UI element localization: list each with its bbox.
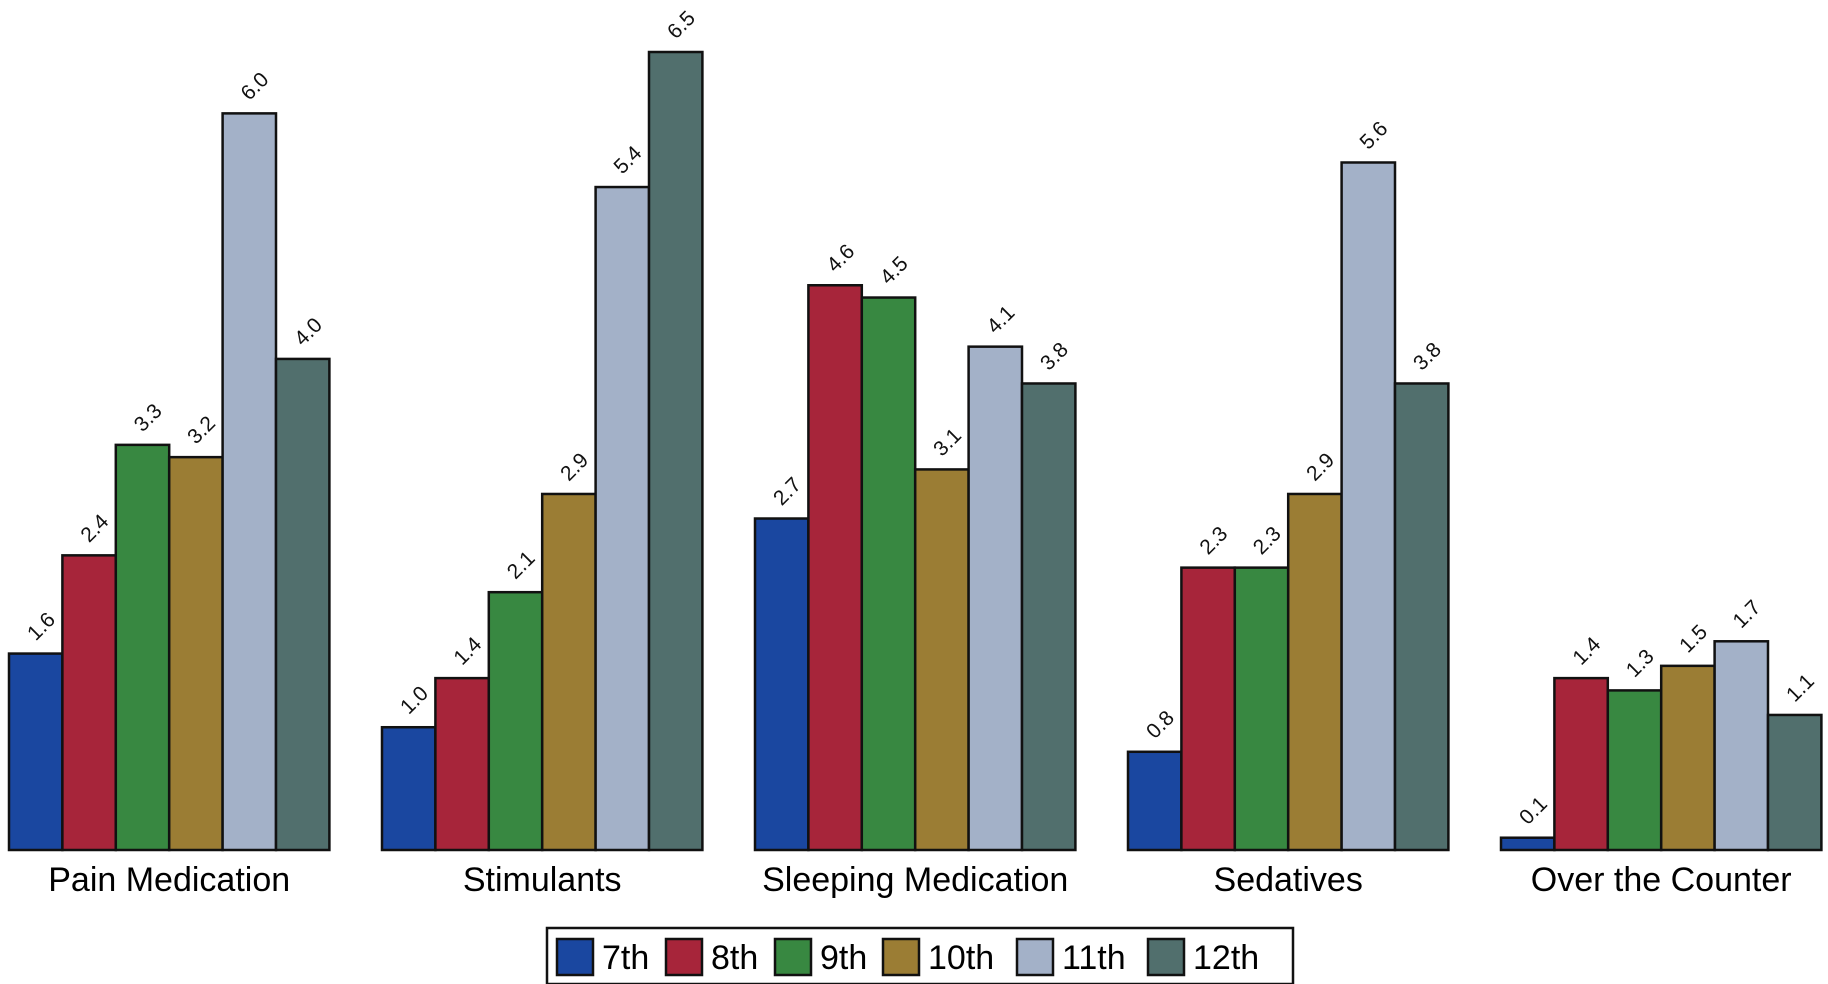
value-label-sleeping-medication-7th: 2.7 xyxy=(769,473,806,510)
legend-swatch-7th xyxy=(555,937,595,977)
value-label-over-the-counter-9th: 1.3 xyxy=(1622,645,1659,682)
value-label-pain-medication-10th: 3.2 xyxy=(183,412,220,449)
bar-stimulants-10th xyxy=(540,492,597,852)
bar-stimulants-9th xyxy=(487,590,544,852)
bar-stimulants-8th xyxy=(434,676,491,852)
legend: 7th 8th 9th 10th 11th 12th xyxy=(545,926,1295,984)
legend-swatch-10th xyxy=(881,937,921,977)
bar-sedatives-10th xyxy=(1286,492,1343,852)
legend-label-11th: 11th xyxy=(1062,939,1126,977)
bar-over-the-counter-12th xyxy=(1766,713,1823,852)
legend-label-8th: 8th xyxy=(711,939,758,977)
legend-swatch-11th xyxy=(1015,937,1055,977)
value-label-over-the-counter-12th: 1.1 xyxy=(1782,670,1819,707)
bar-pain-medication-11th xyxy=(221,112,278,852)
value-label-pain-medication-9th: 3.3 xyxy=(130,399,167,436)
bar-sleeping-medication-10th xyxy=(913,468,970,852)
bar-pain-medication-12th xyxy=(274,357,331,852)
bar-sleeping-medication-11th xyxy=(967,345,1024,852)
value-label-sedatives-10th: 2.9 xyxy=(1302,449,1339,486)
bar-stimulants-11th xyxy=(594,185,651,852)
value-label-sedatives-9th: 2.3 xyxy=(1249,522,1286,559)
category-labels-layer: Pain Medication Stimulants Sleeping Medica… xyxy=(48,861,1791,899)
value-label-pain-medication-12th: 4.0 xyxy=(290,314,327,351)
bar-pain-medication-10th xyxy=(167,455,224,852)
legend-swatch-8th xyxy=(664,937,704,977)
bar-sedatives-7th xyxy=(1126,750,1183,852)
bar-stimulants-12th xyxy=(647,50,704,852)
legend-label-9th: 9th xyxy=(820,939,867,977)
bar-sleeping-medication-12th xyxy=(1020,382,1077,852)
category-label-sleeping-medication: Sleeping Medication xyxy=(762,861,1068,899)
bar-sleeping-medication-8th xyxy=(807,284,864,852)
value-label-over-the-counter-8th: 1.4 xyxy=(1568,633,1605,670)
bar-over-the-counter-8th xyxy=(1553,676,1610,852)
value-label-stimulants-9th: 2.1 xyxy=(503,547,540,584)
category-label-stimulants: Stimulants xyxy=(463,861,622,899)
value-label-pain-medication-8th: 2.4 xyxy=(76,510,113,547)
bar-sedatives-9th xyxy=(1233,566,1290,852)
value-label-stimulants-11th: 5.4 xyxy=(610,141,647,178)
legend-label-10th: 10th xyxy=(928,939,994,977)
value-label-sedatives-8th: 2.3 xyxy=(1195,522,1232,559)
legend-label-7th: 7th xyxy=(602,939,649,977)
bar-over-the-counter-11th xyxy=(1713,640,1770,852)
bar-sleeping-medication-9th xyxy=(860,296,917,852)
value-label-sedatives-7th: 0.8 xyxy=(1142,706,1179,743)
value-label-pain-medication-11th: 6.0 xyxy=(237,68,274,105)
bar-sedatives-8th xyxy=(1180,566,1237,852)
legend-label-12th: 12th xyxy=(1193,939,1259,977)
category-label-pain-medication: Pain Medication xyxy=(48,861,290,899)
bars-layer xyxy=(7,50,1823,852)
bar-sedatives-11th xyxy=(1340,161,1397,852)
legend-swatch-9th xyxy=(773,937,813,977)
value-label-sedatives-12th: 3.8 xyxy=(1409,338,1446,375)
bar-pain-medication-9th xyxy=(114,443,171,852)
value-label-over-the-counter-7th: 0.1 xyxy=(1515,792,1552,829)
value-label-sleeping-medication-8th: 4.6 xyxy=(822,240,859,277)
bar-over-the-counter-10th xyxy=(1659,664,1716,852)
value-label-sleeping-medication-10th: 3.1 xyxy=(929,424,966,461)
bar-stimulants-7th xyxy=(380,725,437,852)
value-label-stimulants-12th: 6.5 xyxy=(663,7,700,44)
value-label-stimulants-7th: 1.0 xyxy=(396,682,433,719)
category-label-over-the-counter: Over the Counter xyxy=(1531,861,1792,899)
value-label-over-the-counter-11th: 1.7 xyxy=(1729,596,1766,633)
value-label-pain-medication-7th: 1.6 xyxy=(23,608,60,645)
value-label-over-the-counter-10th: 1.5 xyxy=(1675,620,1712,657)
bar-over-the-counter-7th xyxy=(1499,836,1556,852)
legend-swatch-12th xyxy=(1146,937,1186,977)
value-label-sleeping-medication-12th: 3.8 xyxy=(1036,338,1073,375)
value-label-stimulants-10th: 2.9 xyxy=(556,449,593,486)
value-label-sedatives-11th: 5.6 xyxy=(1356,117,1393,154)
value-label-sleeping-medication-9th: 4.5 xyxy=(876,252,913,289)
value-label-sleeping-medication-11th: 4.1 xyxy=(983,301,1020,338)
bar-pain-medication-7th xyxy=(7,652,64,852)
value-label-stimulants-8th: 1.4 xyxy=(449,633,486,670)
bar-sleeping-medication-7th xyxy=(753,517,810,852)
bar-sedatives-12th xyxy=(1393,382,1450,852)
bar-pain-medication-8th xyxy=(61,554,118,852)
category-label-sedatives: Sedatives xyxy=(1214,861,1363,899)
bar-over-the-counter-9th xyxy=(1606,689,1663,852)
